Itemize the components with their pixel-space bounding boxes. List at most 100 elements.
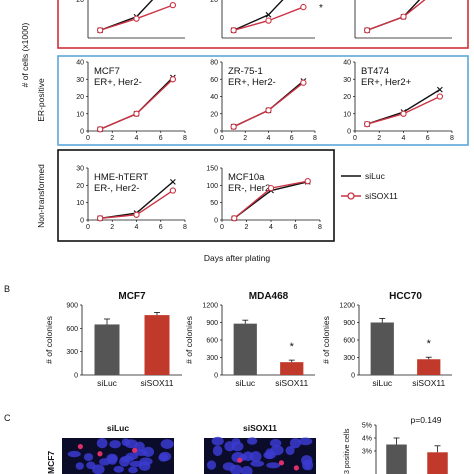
x-tick-label: 0 [86, 224, 90, 231]
chart-title: MDA468 [249, 291, 289, 302]
panel-c-ylabel: 3 positive cells [344, 428, 351, 474]
point-siSOX11 [400, 13, 407, 20]
nucleus-blob [67, 450, 81, 458]
y-tick-label: 300 [66, 349, 78, 356]
y-tick-label: 20 [76, 94, 84, 101]
bar-siLuc [370, 322, 394, 375]
micrograph-siluc-label: siLuc [107, 423, 129, 433]
micrograph-sisox11-label: siSOX11 [243, 423, 277, 433]
x-tick-label: 2 [110, 224, 114, 231]
point-siSOX11 [265, 107, 272, 114]
nucleus-blob [249, 451, 262, 462]
nucleus-blob [250, 460, 265, 467]
nucleus-blob [289, 437, 301, 449]
nucleus-blob [246, 437, 258, 445]
x-tick-label: 0 [86, 135, 90, 142]
y-tick-label: 300 [343, 355, 355, 362]
point-siSOX11 [363, 27, 371, 34]
y-tick-label: 40 [76, 60, 84, 67]
y-tick-label: 80 [210, 60, 218, 67]
nucleus-blob [75, 462, 84, 470]
y-tick-label: 300 [206, 355, 218, 362]
nucleus-blob [266, 462, 281, 469]
nucleus-blob [120, 455, 134, 463]
chart-title: MCF10a [228, 172, 265, 183]
panel-b-letter: B [4, 284, 10, 294]
nucleus-blob [128, 466, 138, 474]
tnbc-group-frame [57, 0, 469, 49]
y-tick-label: 4% [362, 436, 372, 443]
chart-subtitle: ER+, Her2- [228, 77, 276, 88]
y-tick-label: 40 [210, 94, 218, 101]
point-siSOX11 [304, 178, 311, 185]
x-tick-label: 0 [220, 224, 224, 231]
x-tick-label: 2 [377, 135, 381, 142]
panel-a-ylabel: # of cells (x1000) [20, 22, 30, 87]
sox11-positive-spot [293, 465, 299, 471]
sox11-positive-spot [237, 457, 243, 463]
point-siSOX11 [300, 3, 307, 11]
y-axis-label: # of colonies [44, 316, 54, 364]
nucleus-blob [206, 460, 217, 470]
chart-title: HME-hTERT [94, 172, 148, 183]
y-tick-label: 150 [206, 166, 218, 173]
x-tick-label: 4 [135, 135, 139, 142]
nucleus-blob [96, 438, 108, 449]
x-tick-label: 2 [243, 135, 247, 142]
y-tick-label: 900 [66, 303, 78, 310]
x-category-label: siLuc [235, 378, 256, 388]
chart-a-top-1: 20 [76, 0, 185, 39]
non-transformed-group-label: Non-transformed [36, 164, 46, 228]
x-tick-label: 6 [290, 135, 294, 142]
y-tick-label: 0 [214, 373, 218, 380]
point-siSOX11 [267, 184, 275, 192]
chart-b-2: 0 300 600 900 1200 MDA468 # of colonies siLuc si… [184, 291, 315, 388]
point-siSOX11 [231, 215, 238, 222]
nucleus-blob [113, 465, 124, 473]
y-tick-label: 900 [206, 320, 218, 327]
non-transformed-group-frame [57, 149, 335, 242]
y-tick-label: 30 [343, 77, 351, 84]
sox11-positive-spot [278, 460, 285, 466]
point-siSOX11 [300, 79, 307, 86]
chart-title: MCF7 [94, 66, 120, 77]
point-siSOX11 [169, 187, 177, 194]
series-line-siLuc [366, 89, 441, 125]
y-tick-label: 30 [76, 77, 84, 84]
point-siSOX11 [230, 123, 237, 130]
y-tick-label: 0 [74, 373, 78, 380]
x-category-label: siSOX11 [412, 378, 445, 388]
y-tick-label: 50 [210, 200, 218, 207]
legend: siLuc siSOX11 [341, 171, 398, 201]
significance-star: * [319, 3, 323, 14]
nucleus-blob [285, 446, 295, 456]
chart-title: HCC70 [389, 291, 422, 302]
chart-a-er-2: 0 20 40 60 80 0 2 4 6 8 ZR-75-1ER+, Her2- [210, 60, 317, 143]
y-axis-label: # of colonies [321, 316, 331, 364]
micrograph-nuclei [67, 436, 314, 474]
bar-siLuc [233, 323, 257, 375]
point-siSOX11 [169, 76, 177, 83]
significance-star: * [290, 341, 295, 353]
y-tick-label: 10 [76, 111, 84, 118]
nucleus-blob [159, 451, 172, 462]
x-tick-label: 8 [183, 135, 187, 142]
x-tick-label: 6 [159, 135, 163, 142]
sox11-positive-spot [97, 451, 103, 457]
point-siLuc [169, 178, 176, 185]
chart-subtitle: ER-, Her2- [94, 183, 139, 194]
x-category-label: siSOX11 [275, 378, 308, 388]
y-tick-label: 1200 [339, 303, 355, 310]
bar-siLuc [386, 444, 407, 474]
series-line-siLuc [99, 0, 154, 31]
panel-a-xlabel: Days after plating [204, 253, 270, 263]
y-tick-label: 0 [80, 218, 84, 225]
point-siSOX11 [230, 27, 237, 34]
micrograph-row-label: MCF7 [46, 451, 56, 474]
point-siSOX11 [363, 120, 371, 128]
nucleus-blob [109, 440, 121, 449]
x-tick-label: 8 [318, 224, 322, 231]
